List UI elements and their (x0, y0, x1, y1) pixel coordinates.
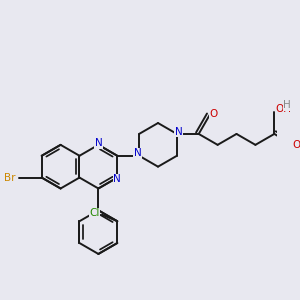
Text: N: N (175, 127, 182, 136)
Text: Br: Br (4, 172, 15, 183)
Text: O: O (209, 110, 218, 119)
Text: O: O (293, 140, 300, 150)
Text: H: H (284, 100, 291, 110)
Text: Cl: Cl (89, 208, 100, 218)
Text: N: N (94, 138, 102, 148)
Text: N: N (134, 148, 142, 158)
Text: OH: OH (275, 104, 291, 114)
Text: N: N (113, 174, 121, 184)
